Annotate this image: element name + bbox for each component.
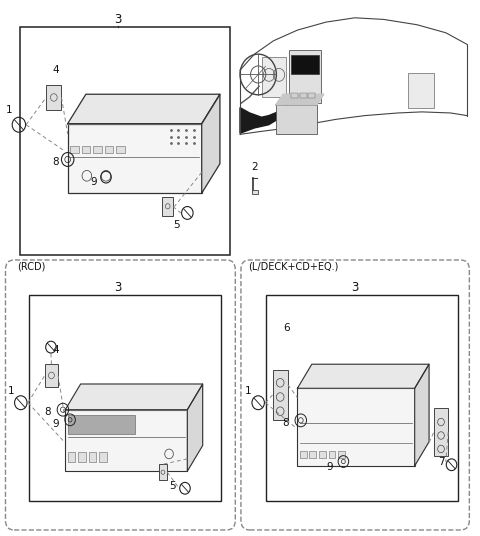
Bar — [298, 388, 415, 466]
Bar — [273, 370, 288, 420]
Bar — [82, 146, 90, 153]
Polygon shape — [65, 384, 203, 410]
Text: 4: 4 — [52, 345, 59, 355]
Bar — [309, 93, 315, 98]
Bar — [29, 295, 221, 501]
Text: 7: 7 — [438, 457, 444, 466]
Polygon shape — [276, 94, 324, 105]
Text: 3: 3 — [114, 13, 121, 26]
Bar — [46, 85, 61, 110]
Bar — [291, 55, 319, 74]
Text: 8: 8 — [52, 157, 59, 167]
Bar — [266, 295, 458, 501]
Text: 5: 5 — [170, 481, 176, 491]
Bar — [162, 197, 173, 215]
Text: 3: 3 — [351, 281, 359, 294]
Bar — [99, 452, 107, 462]
Bar — [252, 190, 258, 194]
Polygon shape — [68, 94, 220, 124]
Bar — [68, 452, 75, 462]
Bar — [328, 451, 335, 458]
Bar — [434, 408, 448, 456]
Bar — [65, 410, 187, 471]
Bar — [276, 105, 317, 135]
Bar — [338, 451, 345, 458]
Bar — [289, 50, 322, 103]
Bar — [45, 364, 58, 386]
Polygon shape — [202, 94, 220, 193]
Text: 6: 6 — [284, 323, 290, 333]
Bar — [291, 93, 298, 98]
Bar — [116, 146, 125, 153]
Bar — [93, 146, 102, 153]
Text: 9: 9 — [52, 419, 59, 429]
Bar — [70, 146, 79, 153]
Text: 3: 3 — [114, 281, 121, 294]
Bar — [89, 452, 96, 462]
Bar — [300, 93, 307, 98]
Bar — [78, 452, 86, 462]
Bar — [68, 124, 202, 193]
Bar — [408, 73, 434, 108]
Polygon shape — [240, 103, 288, 133]
Text: 8: 8 — [44, 407, 51, 418]
Text: 9: 9 — [91, 177, 97, 188]
Text: 4: 4 — [52, 65, 59, 75]
Bar — [105, 146, 113, 153]
Text: 8: 8 — [282, 418, 289, 428]
Bar — [20, 27, 230, 255]
Polygon shape — [298, 364, 429, 388]
Bar — [262, 57, 287, 97]
Text: (L/DECK+CD+EQ.): (L/DECK+CD+EQ.) — [249, 262, 339, 272]
Polygon shape — [187, 384, 203, 471]
Text: 9: 9 — [327, 462, 333, 472]
Polygon shape — [415, 364, 429, 466]
Bar — [310, 451, 316, 458]
Text: 1: 1 — [245, 386, 252, 396]
Bar — [300, 451, 307, 458]
Text: 1: 1 — [8, 386, 14, 396]
Bar — [158, 464, 167, 480]
Text: 2: 2 — [251, 162, 258, 173]
Text: 5: 5 — [173, 220, 180, 230]
Text: (RCD): (RCD) — [17, 262, 46, 272]
Bar — [319, 451, 325, 458]
Text: 1: 1 — [6, 105, 12, 115]
Bar — [68, 414, 135, 434]
